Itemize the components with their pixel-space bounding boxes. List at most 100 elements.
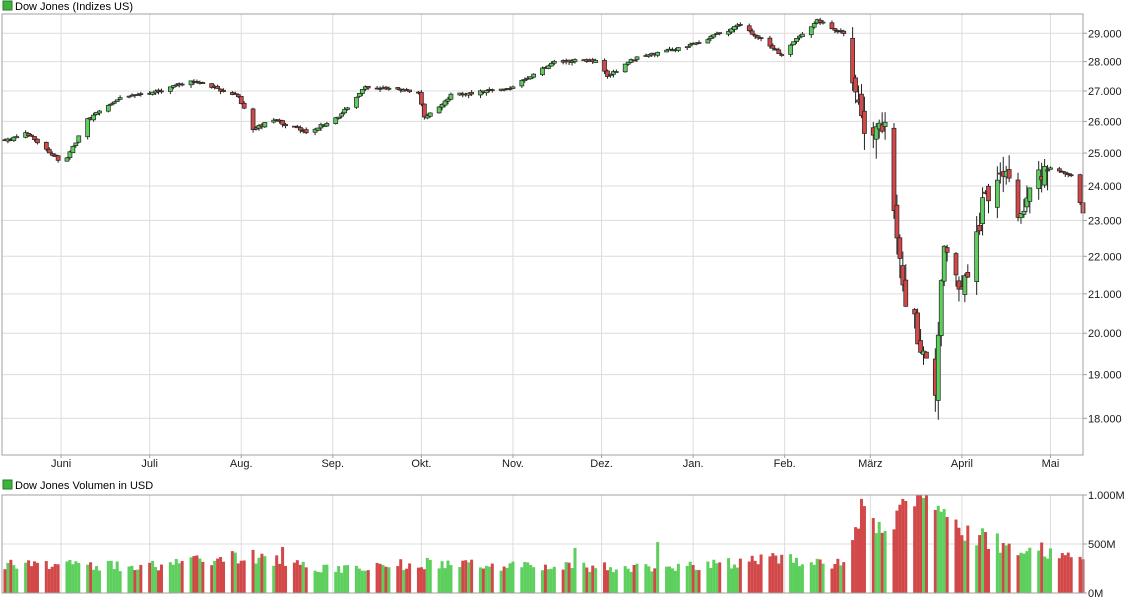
candle-body bbox=[732, 26, 737, 30]
volume-bar bbox=[919, 495, 923, 593]
candle-body bbox=[135, 94, 141, 96]
candle-body bbox=[1024, 197, 1030, 208]
candle-body bbox=[46, 148, 52, 154]
candle-body bbox=[980, 197, 985, 225]
price-candle bbox=[315, 127, 321, 132]
volume-bar bbox=[913, 506, 917, 593]
volume-bars bbox=[3, 495, 1085, 593]
price-candle bbox=[55, 154, 61, 163]
price-candle bbox=[170, 85, 176, 90]
volume-bar bbox=[984, 532, 988, 593]
volume-bar bbox=[709, 567, 713, 593]
candle-body bbox=[283, 124, 288, 127]
volume-bar bbox=[505, 567, 509, 593]
price-candle bbox=[729, 27, 734, 34]
volume-bar bbox=[1022, 553, 1026, 593]
candle-body bbox=[962, 275, 968, 295]
price-candle bbox=[900, 251, 906, 292]
price-candle bbox=[882, 112, 888, 140]
volume-bar bbox=[898, 504, 902, 593]
candle-body bbox=[915, 312, 920, 345]
price-candle bbox=[758, 37, 764, 42]
price-candle bbox=[755, 34, 761, 41]
volume-bar bbox=[337, 566, 341, 593]
candle-body bbox=[357, 93, 362, 97]
volume-bar bbox=[1001, 542, 1005, 593]
candle-body bbox=[941, 245, 947, 282]
volume-bar bbox=[139, 564, 143, 593]
volume-bar bbox=[422, 569, 426, 593]
volume-bar bbox=[381, 564, 385, 593]
volume-bar bbox=[1069, 557, 1073, 593]
volume-bar bbox=[171, 564, 175, 593]
candle-body bbox=[108, 103, 114, 106]
volume-bar bbox=[727, 558, 731, 593]
price-candle bbox=[531, 73, 536, 79]
price-candle bbox=[138, 91, 144, 97]
price-candle bbox=[1018, 213, 1024, 224]
volume-bar bbox=[180, 560, 184, 593]
price-candle bbox=[135, 92, 141, 96]
candle-body bbox=[407, 89, 412, 93]
candle-body bbox=[1018, 213, 1024, 219]
candle-body bbox=[841, 30, 847, 34]
volume-bar bbox=[685, 565, 689, 593]
candle-body bbox=[484, 90, 489, 94]
volume-bar bbox=[966, 525, 970, 593]
candle-body bbox=[705, 39, 711, 44]
volume-bar bbox=[582, 562, 586, 593]
candle-body bbox=[188, 80, 194, 86]
price-candle bbox=[779, 52, 785, 57]
candle-body bbox=[105, 105, 111, 112]
price-candle bbox=[817, 17, 823, 25]
price-x-tick-label: Juli bbox=[141, 458, 158, 470]
volume-bar bbox=[818, 559, 822, 593]
volume-bar bbox=[508, 563, 512, 593]
candle-body bbox=[194, 80, 200, 83]
volume-legend-swatch bbox=[2, 479, 13, 490]
volume-bar bbox=[9, 559, 13, 593]
volume-bar bbox=[419, 567, 423, 593]
candle-body bbox=[749, 30, 755, 35]
price-candle bbox=[478, 89, 483, 99]
volume-bar bbox=[842, 562, 846, 593]
volume-bar bbox=[594, 568, 598, 593]
volume-bar bbox=[487, 566, 491, 593]
volume-bar bbox=[106, 560, 110, 593]
volume-bar bbox=[945, 517, 949, 593]
volume-bar bbox=[192, 556, 196, 593]
candle-body bbox=[729, 28, 734, 33]
candle-body bbox=[758, 37, 764, 39]
price-grid bbox=[2, 14, 1083, 455]
price-candle bbox=[655, 51, 661, 58]
volume-bar bbox=[478, 567, 482, 593]
volume-bar bbox=[334, 571, 338, 593]
volume-bar bbox=[939, 511, 943, 593]
price-candle bbox=[215, 84, 220, 89]
candle-body bbox=[708, 35, 714, 39]
price-candle bbox=[484, 89, 489, 96]
candle-body bbox=[1045, 169, 1050, 172]
volume-bar bbox=[883, 531, 887, 593]
volume-bar bbox=[313, 570, 317, 593]
candle-body bbox=[436, 106, 442, 114]
volume-bar bbox=[730, 568, 734, 593]
price-candle bbox=[235, 93, 241, 99]
volume-bar bbox=[130, 565, 134, 593]
volume-bar bbox=[44, 561, 48, 593]
volume-bar bbox=[836, 558, 840, 593]
candle-body bbox=[935, 334, 941, 401]
price-candle bbox=[735, 23, 740, 30]
price-x-tick-label: Jan. bbox=[683, 458, 704, 470]
volume-bar bbox=[396, 566, 400, 593]
volume-bar bbox=[443, 568, 447, 593]
volume-bar bbox=[792, 562, 796, 593]
volume-bar bbox=[6, 562, 10, 593]
volume-bar bbox=[1004, 545, 1008, 593]
candle-body bbox=[1062, 171, 1068, 175]
volume-bar bbox=[851, 540, 855, 593]
volume-bar bbox=[688, 561, 692, 593]
candle-body bbox=[26, 133, 31, 137]
price-x-tick-label: Feb. bbox=[774, 458, 796, 470]
